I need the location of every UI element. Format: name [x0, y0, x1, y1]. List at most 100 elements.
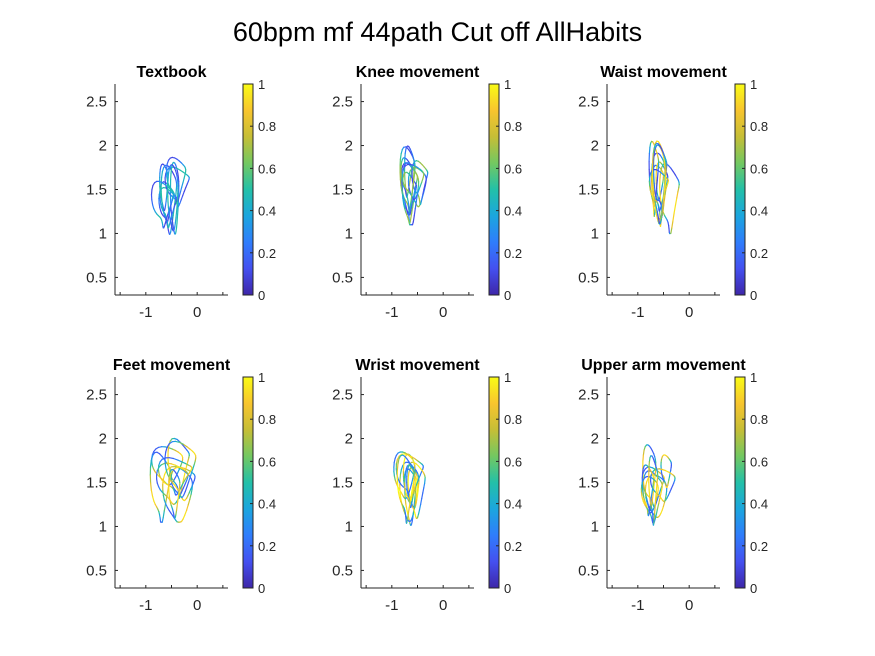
trajectory-segment [663, 199, 666, 207]
y-tick-label: 0.5 [578, 269, 599, 286]
colorbar-tick-label: 0 [750, 288, 757, 303]
trajectory-segment [186, 480, 190, 488]
trajectory-segment [175, 440, 180, 443]
trajectory-segment [650, 491, 653, 498]
trajectory-segment [649, 190, 653, 195]
trajectory-segment [189, 493, 192, 500]
colorbar-frame [242, 83, 254, 296]
y-tick-label: 2 [591, 431, 599, 448]
trajectory-segment [658, 220, 661, 224]
trajectory-segment [649, 142, 652, 148]
trajectory-segment [642, 454, 645, 462]
trajectory-segment [414, 458, 419, 462]
y-tick-label: 2 [345, 431, 353, 448]
trajectory-segment [157, 468, 160, 474]
colorbar [243, 84, 253, 295]
colorbar-tick-label: 1 [750, 370, 757, 385]
trajectory-segment [159, 453, 163, 458]
trajectory-segment [409, 482, 413, 489]
trajectory-segment [399, 153, 402, 160]
trajectory-segment [175, 510, 178, 516]
trajectory-segment [412, 492, 415, 499]
trajectory-segment [393, 457, 396, 464]
trajectory-segment [664, 174, 667, 183]
trajectory-segment [658, 489, 661, 496]
trajectory-segment [150, 454, 154, 461]
x-tick-label: 0 [685, 597, 693, 614]
trajectory-segment [402, 198, 405, 205]
trajectory-segment [162, 473, 166, 480]
trajectory-segment [396, 463, 399, 472]
trajectory-segment [410, 194, 413, 203]
trajectory-segment [406, 470, 408, 477]
colorbar-tick-label: 0 [504, 288, 511, 303]
trajectory-segment [410, 517, 413, 521]
x-tick-label: -1 [631, 597, 644, 614]
y-tick-label: 1 [345, 225, 353, 242]
trajectory-segment [173, 476, 177, 481]
subplot-title: Waist movement [600, 64, 727, 81]
trajectory-segment [659, 166, 663, 173]
colorbar-tick-label: 0.4 [750, 204, 768, 219]
trajectory-segment [421, 492, 424, 500]
trajectory-segment [401, 165, 404, 171]
y-tick-label: 0.5 [578, 562, 599, 579]
trajectory-segment [660, 212, 663, 220]
subplot-waist-movement: Waist movement -1 0 0.5 1 1.5 2 2.5 0 0.2 0.4 0.6 0.… [578, 64, 768, 321]
trajectory-segment [158, 180, 163, 184]
trajectory-segment [158, 202, 161, 208]
trajectory-segment [158, 472, 161, 478]
trajectory-segment [182, 444, 186, 449]
trajectory-series [640, 444, 676, 526]
trajectory-segment [655, 210, 658, 216]
trajectory-segment [646, 507, 649, 511]
trajectory-segment [411, 478, 414, 484]
trajectory-segment [408, 173, 410, 178]
trajectory-series [150, 156, 190, 235]
trajectory-segment [649, 185, 652, 192]
trajectory-segment [648, 457, 651, 463]
trajectory-segment [182, 177, 185, 184]
trajectory-segment [165, 185, 168, 191]
y-tick-label: 0.5 [86, 269, 107, 286]
trajectory-segment [661, 505, 665, 511]
subplot-title: Feet movement [113, 357, 231, 374]
trajectory-segment [182, 478, 186, 484]
trajectory-segment [670, 227, 673, 234]
subplot-title: Upper arm movement [581, 357, 746, 374]
trajectory-segment [406, 487, 409, 494]
trajectory-segment [175, 505, 178, 512]
trajectory-segment [397, 485, 400, 493]
trajectory-segment [660, 202, 663, 208]
trajectory-segment [161, 517, 164, 523]
colorbar-tick-label: 0.4 [258, 497, 276, 512]
colorbar-frame [242, 376, 254, 589]
trajectory-segment [168, 472, 171, 478]
trajectory-segment [399, 468, 402, 475]
trajectory-segment [151, 199, 154, 206]
trajectory-segment [168, 457, 175, 460]
trajectory-segment [655, 490, 657, 499]
colorbar-tick-label: 0.6 [750, 161, 768, 176]
y-tick-label: 1.5 [332, 475, 353, 492]
subplot-grid: Textbook-1 00.511.522.500.20.40.60.81Knee… [86, 64, 768, 614]
trajectory-segment [413, 500, 416, 508]
x-tick-label: -1 [385, 597, 398, 614]
trajectory-segment [411, 188, 414, 197]
trajectory-segment [151, 461, 153, 467]
colorbar-tick-label: 0.8 [750, 412, 768, 427]
trajectory-segment [412, 181, 415, 190]
trajectory-segment [669, 488, 672, 493]
trajectory-segment [178, 467, 183, 471]
trajectory-segment [659, 485, 663, 492]
figure-title: 60bpm mf 44path Cut off AllHabits [233, 17, 642, 47]
trajectory-segment [159, 206, 162, 212]
trajectory-segment [406, 513, 409, 520]
trajectory-segment [407, 506, 410, 515]
trajectory-segment [673, 204, 677, 214]
y-tick-label: 1.5 [578, 182, 599, 199]
trajectory-segment [424, 179, 427, 186]
colorbar-tick-label: 0.4 [258, 204, 276, 219]
trajectory-segment [412, 190, 416, 198]
trajectory-segment [159, 458, 163, 463]
